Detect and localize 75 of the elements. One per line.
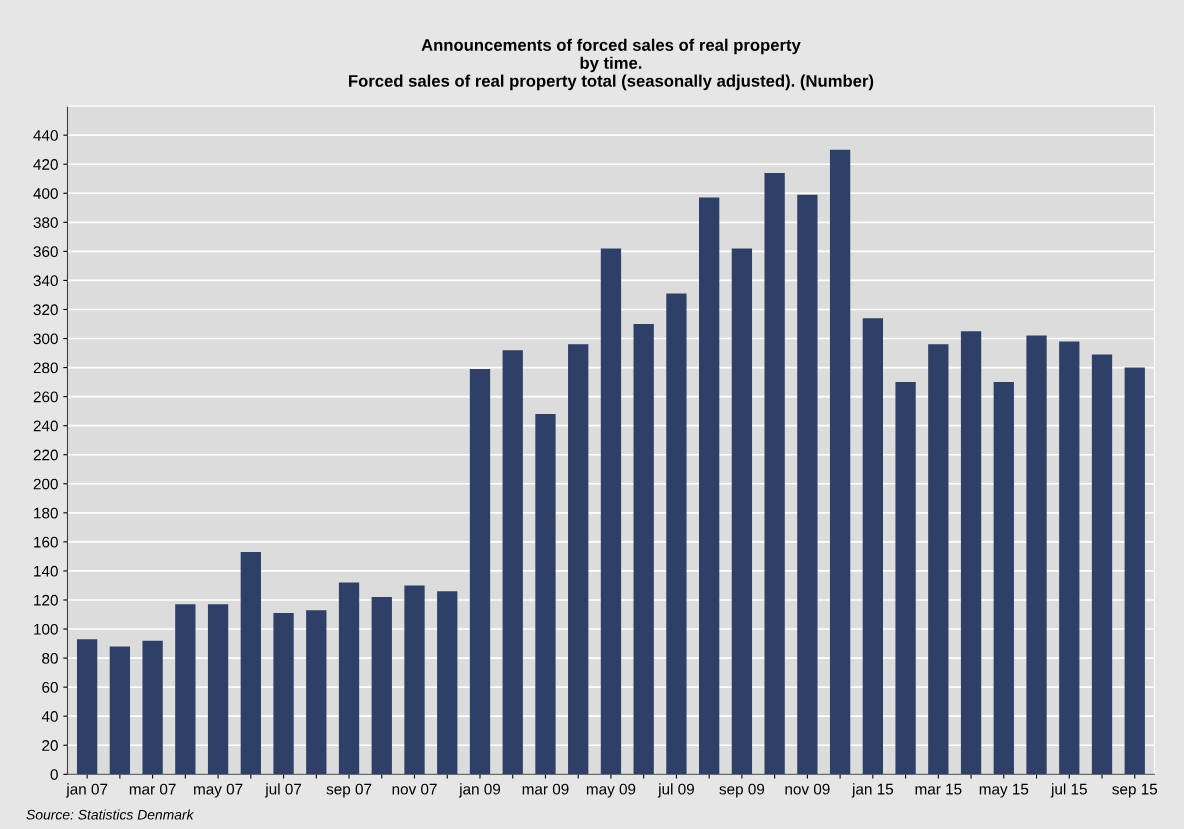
x-tick-label: jul 09 xyxy=(657,783,694,798)
bar xyxy=(797,194,818,775)
x-tick-label: sep 09 xyxy=(719,783,765,798)
y-tick-label: 380 xyxy=(33,217,58,228)
bar xyxy=(1026,335,1047,775)
bar xyxy=(273,613,294,775)
y-tick-label: 360 xyxy=(33,246,58,258)
x-tick-label: may 09 xyxy=(586,783,636,798)
x-tick-label: mar 15 xyxy=(915,783,962,795)
y-tick-label: 320 xyxy=(33,304,58,316)
x-tick-label: jan 09 xyxy=(458,783,501,798)
y-tick-label: 440 xyxy=(33,130,58,141)
bar xyxy=(1059,341,1080,775)
bar xyxy=(993,382,1014,775)
y-tick-label: 280 xyxy=(33,362,58,374)
y-tick-label: 300 xyxy=(33,333,58,345)
y-tick-label: 40 xyxy=(41,711,58,722)
y-tick-label: 260 xyxy=(33,391,58,403)
y-tick-label: 100 xyxy=(34,623,58,635)
chart-title: Announcements of forced sales of real property by time. Forced sales of real property total (seasonally adjusted). (Number) xyxy=(349,38,874,91)
x-tick-label: sep 15 xyxy=(1112,783,1158,798)
bar xyxy=(666,293,687,775)
bar xyxy=(960,331,982,775)
bar xyxy=(437,591,458,775)
y-tick-label: 80 xyxy=(42,652,58,664)
bar xyxy=(240,552,261,775)
y-tick-label: 20 xyxy=(42,740,58,751)
bar xyxy=(764,172,785,775)
y-tick-label: 340 xyxy=(33,275,58,287)
x-tick-label: jan 15 xyxy=(851,783,894,798)
bar xyxy=(1091,354,1113,775)
y-tick-label: 180 xyxy=(34,507,58,519)
bar xyxy=(76,639,98,775)
x-tick-label: nov 09 xyxy=(785,783,830,795)
bar xyxy=(404,585,425,775)
y-tick-label: 0 xyxy=(50,769,58,780)
y-tick-label: 60 xyxy=(42,682,58,693)
bar xyxy=(109,646,131,775)
bar xyxy=(175,604,196,775)
bar xyxy=(1124,367,1145,775)
bar xyxy=(568,344,589,775)
x-tick-label: jan 07 xyxy=(65,783,108,798)
bar xyxy=(306,610,327,775)
bar xyxy=(469,369,491,775)
y-tick-label: 240 xyxy=(33,420,58,432)
bar xyxy=(699,197,720,775)
bar xyxy=(829,149,851,775)
x-tick-label: mar 07 xyxy=(129,783,176,795)
bar xyxy=(895,382,916,775)
y-tick-label: 400 xyxy=(33,188,58,199)
y-tick-label: 220 xyxy=(33,449,58,461)
y-tick-label: 140 xyxy=(34,565,58,577)
bar xyxy=(207,604,229,775)
y-tick-label: 160 xyxy=(34,536,58,548)
x-tick-label: jul 07 xyxy=(264,783,302,798)
bar xyxy=(142,640,163,775)
bar xyxy=(338,582,360,775)
bar xyxy=(600,248,622,775)
x-tick-label: jul 15 xyxy=(1050,783,1087,798)
bar xyxy=(928,344,949,775)
x-tick-label: may 07 xyxy=(194,783,243,798)
bar xyxy=(731,248,753,775)
bar xyxy=(535,414,556,775)
x-tick-label: may 15 xyxy=(979,783,1029,798)
bar xyxy=(502,350,523,775)
x-tick-label: nov 07 xyxy=(392,783,437,795)
bar xyxy=(862,318,883,775)
y-tick-label: 120 xyxy=(34,594,58,606)
x-tick-label: sep 07 xyxy=(326,783,372,798)
bar xyxy=(371,597,392,775)
y-tick-label: 200 xyxy=(33,478,58,490)
y-tick-label: 420 xyxy=(33,159,58,170)
source-note: Source: Statistics Denmark xyxy=(26,809,195,820)
x-tick-label: mar 09 xyxy=(522,783,569,795)
bar xyxy=(633,323,654,775)
